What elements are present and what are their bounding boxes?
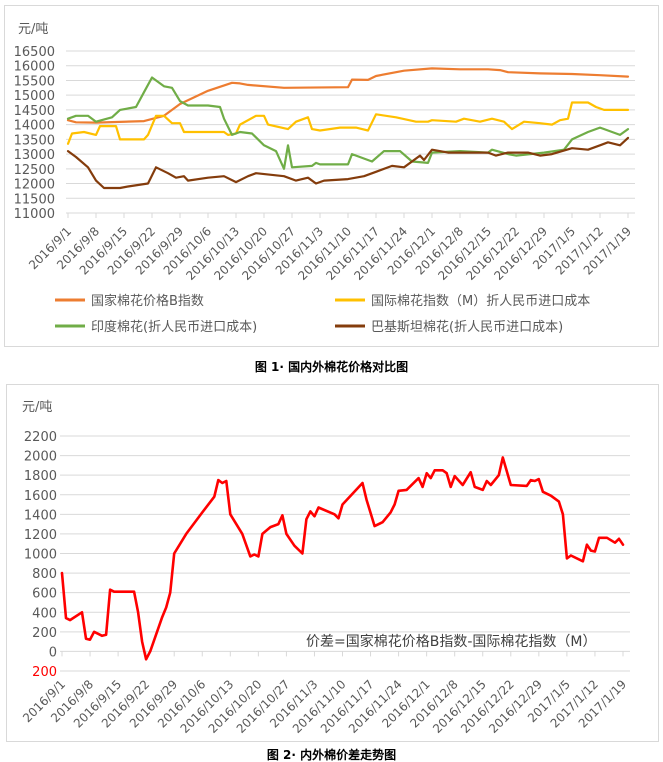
y-tick-label: 800: [32, 567, 57, 582]
chart-2-price-spread: 元/吨2200200018001600140012001000800600400…: [20, 400, 630, 736]
y-tick-label: 13500: [14, 133, 55, 148]
legend-label-2: 印度棉花(折人民币进口成本): [91, 319, 257, 335]
series-line-1: [66, 101, 630, 145]
legend-label-0: 国家棉花价格B指数: [91, 293, 204, 309]
y-tick-label: 1200: [24, 528, 57, 543]
series-line-2: [66, 76, 630, 170]
spread-formula-annotation: 价差=国家棉花价格B指数-国际棉花指数（M）: [306, 633, 596, 650]
y-tick-label: 15000: [14, 89, 55, 104]
y-tick-label: 200: [32, 626, 57, 641]
y-tick-label: 200: [32, 665, 57, 680]
y-tick-label: 0: [49, 645, 57, 660]
y-tick-label: 12500: [14, 163, 55, 178]
chart-2-frame: [6, 384, 659, 742]
y-tick-label: 1000: [24, 548, 57, 563]
chart-1-price-comparison: 元/吨 1650016000155001500014500140001350013…: [14, 22, 635, 335]
y-tick-label: 600: [32, 587, 57, 602]
y-tick-label: 14500: [14, 104, 55, 119]
y-tick-label: 2200: [24, 430, 57, 445]
y-tick-label: 16500: [14, 45, 55, 60]
series-line-0: [60, 456, 625, 661]
chart-1-frame: [4, 5, 659, 347]
y-axis-unit-label: 元/吨: [18, 22, 48, 37]
figure-1-caption: 图 1· 国内外棉花价格对比图: [254, 360, 409, 374]
y-tick-label: 12000: [14, 178, 55, 193]
y-tick-label: 14000: [14, 119, 55, 134]
y-axis-unit-label: 元/吨: [22, 400, 52, 415]
y-tick-label: 11000: [14, 207, 55, 222]
y-tick-label: 16000: [14, 60, 55, 75]
series-line-3: [66, 136, 630, 190]
figure-2-caption: 图 2· 内外棉价差走势图: [266, 748, 397, 762]
y-tick-label: 1600: [24, 489, 57, 504]
legend-label-3: 巴基斯坦棉花(折人民币进口成本): [371, 319, 563, 335]
y-tick-label: 11500: [14, 192, 55, 207]
y-tick-label: 13000: [14, 148, 55, 163]
y-tick-label: 400: [32, 606, 57, 621]
y-tick-label: 1800: [24, 469, 57, 484]
y-tick-label: 15500: [14, 74, 55, 89]
y-tick-label: 2000: [24, 450, 57, 465]
legend-label-1: 国际棉花指数（M）折人民币进口成本: [371, 293, 590, 309]
y-tick-label: 1400: [24, 508, 57, 523]
